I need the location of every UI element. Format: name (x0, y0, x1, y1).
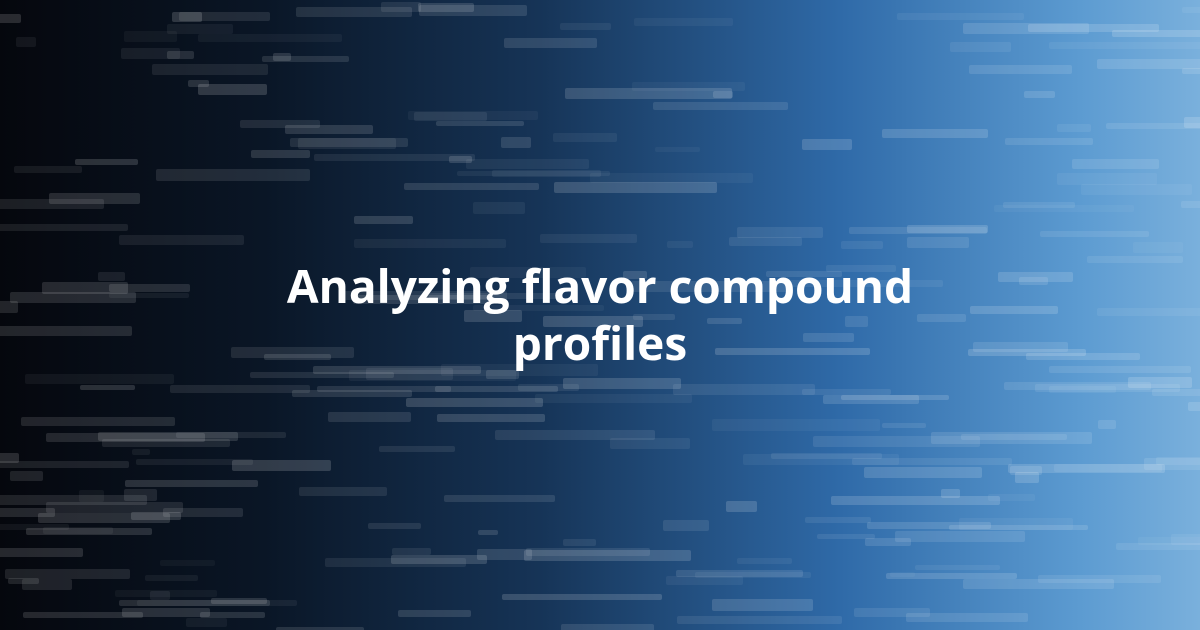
hero-banner: Analyzing flavor compound profiles (0, 0, 1200, 630)
page-title: Analyzing flavor compound profiles (200, 258, 1000, 373)
